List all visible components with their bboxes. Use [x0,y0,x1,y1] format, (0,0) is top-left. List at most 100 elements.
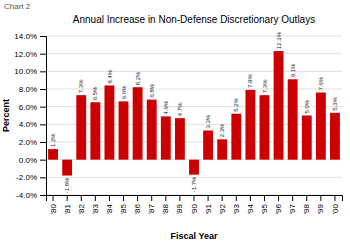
x-tick: '95 [260,195,269,214]
x-tick-label: '96 [274,203,283,214]
data-label: 12.3% [276,31,282,49]
data-labels: 1.2%-1.8%7.3%6.5%8.4%6.6%8.2%6.8%4.9%4.7… [50,31,338,193]
x-tick-label: '90 [190,203,199,214]
bar [119,101,129,159]
x-tick-mark [334,195,335,201]
data-label: 7.9% [247,74,253,88]
data-label: 9.1% [290,63,296,77]
y-tick-label: 12.0% [14,50,37,59]
bar [48,149,58,160]
x-tick: '81 [63,195,72,214]
y-tick-label: 0.0% [19,156,37,165]
y-tick: -2.0% [16,173,46,182]
title: Annual Increase in Non-Defense Discretio… [73,14,315,25]
y-tick-label: 2.0% [19,138,37,147]
x-tick: '80 [49,195,58,214]
grid-line [46,71,342,72]
data-label: 7.3% [262,79,268,93]
y-tick-mark [40,89,46,90]
x-tick: '83 [91,195,100,214]
bar [104,85,114,159]
x-tick: '94 [246,195,255,214]
y-tick: 10.0% [14,67,46,76]
x-tick-label: '83 [91,203,100,214]
y-tick-mark [40,36,46,37]
y-tick-label: -4.0% [16,191,37,200]
annotation: Chart 2 [4,2,31,11]
x-tick-label: '91 [204,203,213,214]
bar [90,102,100,159]
data-label: 3.3% [205,114,211,128]
bars [48,51,340,176]
x-tick-mark [194,195,195,201]
bar [288,79,298,159]
x-tick: '97 [288,195,297,214]
x-axis-title: Fiscal Year [171,231,218,241]
x-tick: '92 [218,195,227,214]
data-label: 7.3% [78,79,84,93]
x-tick: '84 [105,195,114,214]
x-tick-mark [306,195,307,201]
y-tick-mark [40,160,46,161]
x-tick: '93 [232,195,241,214]
x-tick-mark [81,195,82,201]
y-tick-mark [40,177,46,178]
x-tick-label: '98 [302,203,311,214]
grid [46,36,342,195]
y-tick-mark [40,195,46,196]
y-tick-label: 14.0% [14,32,37,41]
x-tick-label: '97 [288,203,297,214]
y-tick-mark [40,54,46,55]
y-tick-label: 6.0% [19,103,37,112]
x-tick: '87 [147,195,156,214]
y-tick-label: -2.0% [16,173,37,182]
bar [260,95,270,159]
bar [147,100,157,160]
y-tick: 2.0% [19,138,46,147]
x-tick: '96 [274,195,283,214]
x-tick-mark [236,195,237,201]
data-label: -1.8% [64,177,70,193]
data-label: 5.3% [332,97,338,111]
bar [231,114,241,160]
x-tick-label: '99 [316,203,325,214]
y-axis-title: Percent [1,99,11,132]
bar [217,139,227,159]
x-tick-mark [208,195,209,201]
bar [161,116,171,159]
x-tick-label: '93 [232,203,241,214]
x-tick-mark [137,195,138,201]
x-tick-label: '87 [147,203,156,214]
data-label: 8.2% [135,71,141,85]
x-tick-label: '00 [331,203,340,214]
bar [133,87,143,159]
y-tick-label: 4.0% [19,120,37,129]
y-tick-mark [40,142,46,143]
y-tick: 0.0% [19,156,46,165]
x-tick-mark [109,195,110,201]
x-tick-mark [264,195,265,201]
y-tick: -4.0% [16,191,46,200]
grid-line [46,53,342,54]
y-tick: 12.0% [14,50,46,59]
y-axis-line [40,37,47,196]
bar [274,51,284,160]
x-tick: '82 [77,195,86,214]
x-tick: '00 [331,195,340,214]
data-label: 2.3% [219,123,225,137]
chart-container: Chart 2 Annual Increase in Non-Defense Di… [0,0,350,243]
x-tick: '98 [302,195,311,214]
data-label: 8.4% [107,69,113,83]
x-tick: '85 [119,195,128,214]
x-tick: '90 [190,195,199,214]
x-tick-label: '85 [119,203,128,214]
data-label: 4.7% [177,102,183,116]
y-tick-mark [40,124,46,125]
chart-svg: Chart 2 Annual Increase in Non-Defense Di… [0,0,350,243]
data-label: 1.2% [50,133,56,147]
data-label: 7.6% [318,76,324,90]
x-tick-mark [151,195,152,201]
y-axis: -4.0%-2.0%0.0%2.0%4.0%6.0%8.0%10.0%12.0%… [14,32,46,200]
plot: -4.0%-2.0%0.0%2.0%4.0%6.0%8.0%10.0%12.0%… [14,31,342,214]
x-tick-mark [278,195,279,201]
